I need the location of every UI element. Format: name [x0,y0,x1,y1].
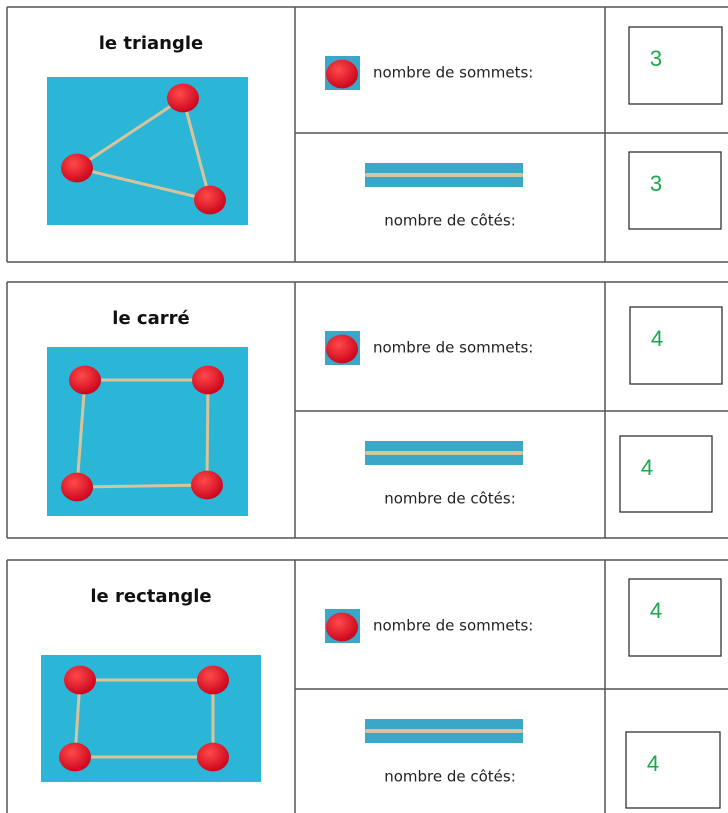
answer: 3 [650,46,662,71]
stick [205,378,210,487]
clay-ball [326,334,358,364]
clay-ball [326,612,358,642]
row-label: nombre de côtés: [384,768,516,786]
clay-ball [192,365,224,395]
answer: 3 [650,171,662,196]
answer: 4 [651,326,663,351]
clay-ball [61,472,93,502]
stick [75,166,212,202]
row-label: nombre de sommets: [373,64,533,82]
clay-ball [64,665,96,695]
row-label: nombre de côtés: [384,490,516,508]
clay-ball [191,470,223,500]
answer-box [628,26,723,105]
answer-box [629,306,723,385]
shape-name: le triangle [99,33,204,54]
answer: 4 [647,751,659,776]
clay-ball [59,742,91,772]
stick [75,483,209,489]
clay-ball [167,83,199,113]
shape-name: le rectangle [90,586,211,607]
row-label: nombre de sommets: [373,617,533,635]
clay-ball [69,365,101,395]
answer: 4 [641,455,653,480]
clay-ball [61,153,93,183]
shape-name: le carré [112,308,189,329]
stick [181,96,212,202]
stick [75,378,87,489]
answer-box [619,435,713,513]
stick [75,96,185,170]
row-label: nombre de côtés: [384,212,516,230]
answer-box [628,578,722,657]
answer: 4 [650,598,662,623]
row-label: nombre de sommets: [373,339,533,357]
answer-box [625,731,721,809]
clay-ball [197,665,229,695]
clay-ball [197,742,229,772]
clay-ball [194,185,226,215]
answer-box [628,151,722,230]
clay-ball [326,59,358,89]
